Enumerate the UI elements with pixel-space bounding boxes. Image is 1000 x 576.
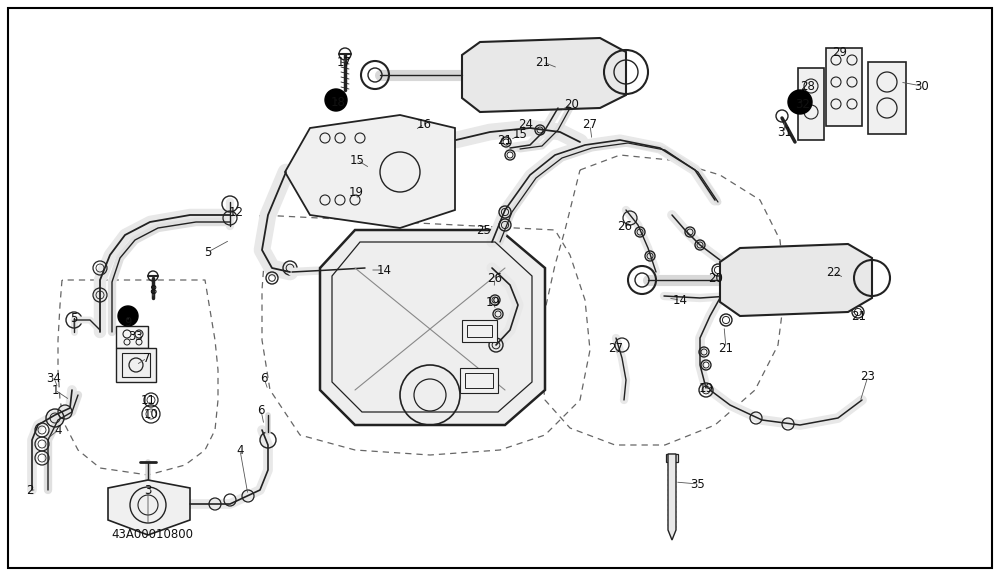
Bar	[666, 454, 678, 462]
Text: 15: 15	[350, 153, 364, 166]
Text: 7: 7	[143, 351, 151, 365]
Text: 19: 19	[698, 381, 714, 395]
Text: 1: 1	[51, 384, 59, 396]
Text: 8: 8	[149, 285, 157, 297]
Text: 5: 5	[70, 312, 78, 324]
Bar	[798, 68, 824, 140]
Text: 18: 18	[331, 96, 345, 108]
Bar	[116, 326, 148, 348]
Text: 30: 30	[915, 79, 929, 93]
Polygon shape	[668, 454, 676, 540]
Text: 14: 14	[376, 263, 392, 276]
Text: 26: 26	[618, 219, 633, 233]
Text: 11: 11	[140, 393, 156, 407]
Bar	[868, 62, 906, 134]
Text: 4: 4	[54, 423, 62, 437]
Text: 20: 20	[709, 271, 723, 285]
Text: 4: 4	[236, 444, 244, 457]
Text: 23: 23	[861, 369, 875, 382]
Text: 19: 19	[486, 295, 501, 309]
Polygon shape	[285, 115, 455, 228]
Text: 15: 15	[513, 128, 527, 142]
Text: 14: 14	[672, 294, 688, 306]
Polygon shape	[108, 480, 190, 535]
Bar	[462, 320, 497, 342]
Circle shape	[325, 89, 347, 111]
Text: 6: 6	[257, 404, 265, 416]
Text: 21: 21	[852, 310, 866, 324]
Text: 33: 33	[129, 329, 143, 343]
Bar	[116, 348, 156, 382]
Text: 32: 32	[796, 97, 810, 111]
Text: 29: 29	[832, 46, 848, 59]
Bar	[465, 373, 493, 388]
Text: 27: 27	[582, 119, 598, 131]
Text: 27: 27	[608, 342, 624, 354]
Polygon shape	[320, 230, 545, 425]
Circle shape	[118, 306, 138, 326]
Text: 16: 16	[416, 118, 432, 131]
Text: 5: 5	[204, 245, 212, 259]
Text: 21: 21	[718, 342, 734, 354]
Text: 9: 9	[124, 316, 132, 328]
Text: 28: 28	[801, 79, 815, 93]
Text: 22: 22	[826, 266, 842, 279]
Bar	[467, 325, 492, 337]
Text: 24: 24	[518, 119, 534, 131]
Text: 34: 34	[47, 372, 61, 385]
Text: 20: 20	[565, 98, 579, 112]
Polygon shape	[720, 244, 872, 316]
Text: 19: 19	[349, 185, 364, 199]
Text: 6: 6	[260, 372, 268, 385]
Text: 21: 21	[498, 135, 512, 147]
Text: 2: 2	[26, 483, 34, 497]
Text: 35: 35	[691, 478, 705, 491]
Text: 17: 17	[336, 55, 352, 69]
Text: 26: 26	[488, 271, 503, 285]
Polygon shape	[462, 38, 626, 112]
Text: 31: 31	[778, 127, 792, 139]
Bar	[122, 353, 150, 377]
Bar	[460, 368, 498, 393]
Circle shape	[788, 90, 812, 114]
Text: 21: 21	[536, 55, 550, 69]
Text: 25: 25	[477, 223, 491, 237]
Text: 10: 10	[144, 408, 158, 422]
Bar	[826, 48, 862, 126]
Text: 12: 12	[228, 206, 244, 218]
Text: 3: 3	[144, 483, 152, 497]
Text: 43A00010800: 43A00010800	[111, 528, 193, 540]
